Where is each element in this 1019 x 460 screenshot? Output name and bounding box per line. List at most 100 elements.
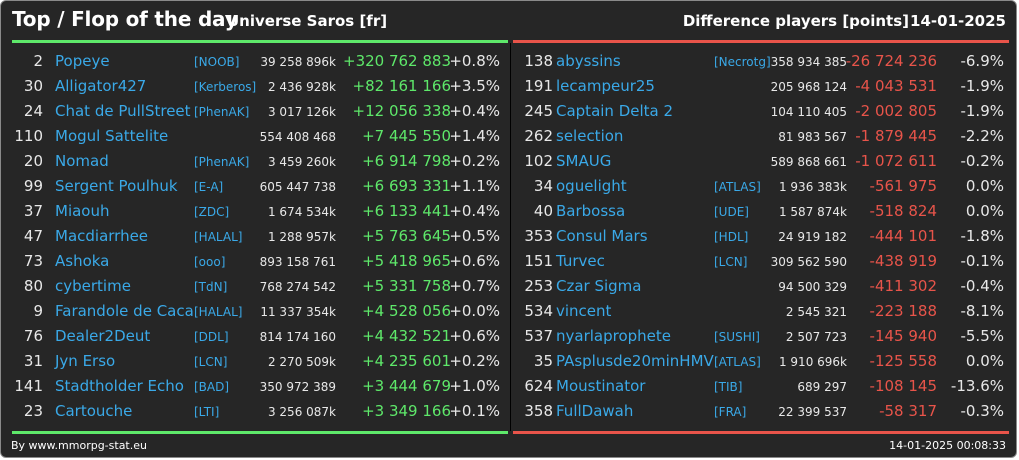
alliance-tag-link[interactable]: [Necrotg] (714, 55, 771, 69)
player-name-link[interactable]: Stadtholder Echo (55, 377, 184, 395)
top-row: 141 Stadtholder Echo [BAD] 350 972 389 +3 44… (1, 374, 510, 399)
alliance-tag-link[interactable]: [PhenAK] (194, 155, 250, 169)
top-row: 24 Chat de PullStreet [PhenAK] 3 017 126k +1… (1, 99, 510, 124)
score-difference: +320 762 883 (343, 52, 451, 70)
player-name-link[interactable]: Macdiarrhee (55, 227, 149, 245)
player-rank: 151 (524, 252, 553, 270)
player-score: 3 017 126k (267, 105, 336, 119)
player-name-link[interactable]: FullDawah (556, 402, 634, 420)
alliance-tag-link[interactable]: [ATLAS] (714, 180, 761, 194)
alliance-tag-link[interactable]: [SUSHI] (714, 330, 760, 344)
player-name-link[interactable]: selection (556, 127, 624, 145)
flop-row: 151 Turvec [LCN] 309 562 590 -438 919 -0.1% (511, 249, 1016, 274)
player-score: 2 545 321 (785, 305, 847, 319)
top-row: 76 Dealer2Deut [DDL] 814 174 160 +4 432 521 +… (1, 324, 510, 349)
player-rank: 99 (23, 177, 43, 195)
player-name-link[interactable]: Captain Delta 2 (556, 102, 674, 120)
percent-change: +0.8% (449, 52, 500, 70)
player-name-link[interactable]: Jyn Erso (55, 352, 116, 370)
flop-row: 138 abyssins [Necrotg] 358 934 385 -26 724 2… (511, 49, 1016, 74)
percent-change: +1.1% (449, 177, 500, 195)
score-difference: -108 145 (869, 377, 937, 395)
alliance-tag-link[interactable]: [PhenAK] (194, 105, 250, 119)
alliance-tag-link[interactable]: [LCN] (194, 355, 228, 369)
player-name-link[interactable]: Barbossa (556, 202, 626, 220)
score-difference: -145 940 (869, 327, 937, 345)
player-name-link[interactable]: Miaouh (55, 202, 110, 220)
player-name-link[interactable]: oguelight (556, 177, 627, 195)
top-row: 2 Popeye [NOOB] 39 258 896k +320 762 883 +0.8… (1, 49, 510, 74)
alliance-tag-link[interactable]: [UDE] (714, 205, 749, 219)
player-name-link[interactable]: Moustinator (556, 377, 646, 395)
player-name-link[interactable]: Consul Mars (556, 227, 648, 245)
percent-change: +0.2% (449, 352, 500, 370)
alliance-tag-link[interactable]: [DDL] (194, 330, 229, 344)
player-score: 554 408 468 (259, 130, 336, 144)
score-difference: +82 161 166 (352, 77, 451, 95)
top-row: 80 cybertime [TdN] 768 274 542 +5 331 758 +0.… (1, 274, 510, 299)
top-accent-bar-bottom (12, 431, 508, 434)
player-name-link[interactable]: Mogul Sattelite (55, 127, 169, 145)
score-difference: +4 432 521 (362, 327, 451, 345)
player-name-link[interactable]: Turvec (556, 252, 605, 270)
percent-change: -2.2% (960, 127, 1004, 145)
player-name-link[interactable]: Czar Sigma (556, 277, 642, 295)
player-score: 893 158 761 (259, 255, 336, 269)
player-name-link[interactable]: Sergent Poulhuk (55, 177, 178, 195)
alliance-tag-link[interactable]: [HALAL] (194, 305, 243, 319)
alliance-tag-link[interactable]: [TdN] (194, 280, 228, 294)
score-difference: -438 919 (869, 252, 937, 270)
player-name-link[interactable]: cybertime (55, 277, 131, 295)
player-name-link[interactable]: Chat de PullStreet (55, 102, 191, 120)
alliance-tag-link[interactable]: [Kerberos] (194, 80, 257, 94)
flop-row: 534 vincent 2 545 321 -223 188 -8.1% (511, 299, 1016, 324)
flop-row: 40 Barbossa [UDE] 1 587 874k -518 824 0.0% (511, 199, 1016, 224)
player-score: 309 562 590 (770, 255, 847, 269)
alliance-tag-link[interactable]: [HDL] (714, 230, 749, 244)
alliance-tag-link[interactable]: [BAD] (194, 380, 230, 394)
alliance-tag-link[interactable]: [ZDC] (194, 205, 230, 219)
player-score: 24 919 182 (778, 230, 847, 244)
top-accent-bar (12, 40, 508, 43)
score-difference: +3 349 166 (362, 402, 451, 420)
top-row: 73 Ashoka [ooo] 893 158 761 +5 418 965 +0.6% (1, 249, 510, 274)
top-row: 23 Cartouche [LTI] 3 256 087k +3 349 166 +0.1… (1, 399, 510, 424)
player-name-link[interactable]: PAsplusde20minHMV (556, 352, 714, 370)
player-name-link[interactable]: Farandole de Caca (55, 302, 194, 320)
player-name-link[interactable]: abyssins (556, 52, 621, 70)
alliance-tag-link[interactable]: [ATLAS] (714, 355, 761, 369)
player-name-link[interactable]: nyarlaprophete (556, 327, 672, 345)
player-rank: 358 (524, 402, 553, 420)
player-name-link[interactable]: vincent (556, 302, 612, 320)
player-name-link[interactable]: Dealer2Deut (55, 327, 151, 345)
score-difference: -58 317 (879, 402, 937, 420)
alliance-tag-link[interactable]: [E-A] (194, 180, 224, 194)
score-difference: +4 235 601 (362, 352, 451, 370)
alliance-tag-link[interactable]: [FRA] (714, 405, 747, 419)
player-name-link[interactable]: Nomad (55, 152, 109, 170)
percent-change: -13.6% (950, 377, 1004, 395)
player-name-link[interactable]: SMAUG (556, 152, 612, 170)
alliance-tag-link[interactable]: [NOOB] (194, 55, 240, 69)
alliance-tag-link[interactable]: [ooo] (194, 255, 226, 269)
player-rank: 245 (524, 102, 553, 120)
player-score: 81 983 567 (778, 130, 847, 144)
player-rank: 102 (524, 152, 553, 170)
alliance-tag-link[interactable]: [HALAL] (194, 230, 243, 244)
player-score: 205 968 124 (770, 80, 847, 94)
flop-row: 624 Moustinator [TIB] 689 297 -108 145 -13.6% (511, 374, 1016, 399)
top-row: 37 Miaouh [ZDC] 1 674 534k +6 133 441 +0.4% (1, 199, 510, 224)
percent-change: 0.0% (965, 202, 1004, 220)
player-name-link[interactable]: Alligator427 (55, 77, 147, 95)
alliance-tag-link[interactable]: [TIB] (714, 380, 743, 394)
player-name-link[interactable]: lecampeur25 (556, 77, 655, 95)
player-name-link[interactable]: Popeye (55, 52, 110, 70)
player-score: 768 274 542 (259, 280, 336, 294)
player-score: 11 337 354k (260, 305, 336, 319)
player-name-link[interactable]: Cartouche (55, 402, 133, 420)
alliance-tag-link[interactable]: [LCN] (714, 255, 748, 269)
player-rank: 31 (23, 352, 43, 370)
player-rank: 2 (33, 52, 43, 70)
alliance-tag-link[interactable]: [LTI] (194, 405, 220, 419)
player-name-link[interactable]: Ashoka (55, 252, 110, 270)
